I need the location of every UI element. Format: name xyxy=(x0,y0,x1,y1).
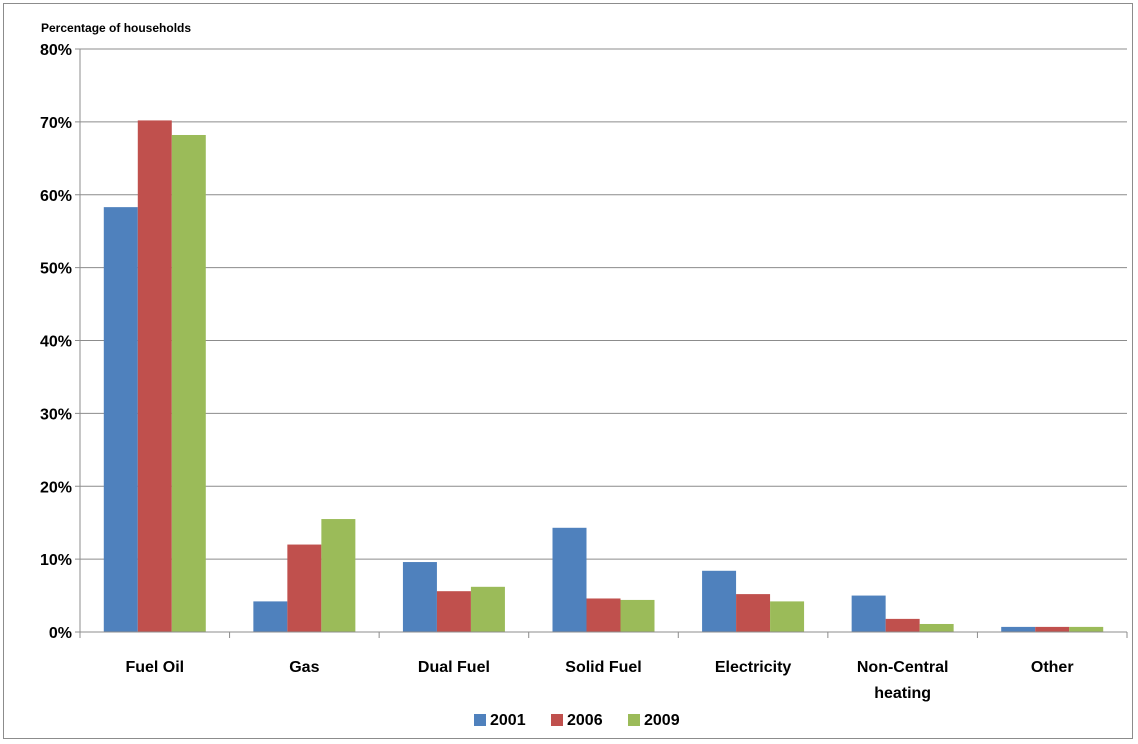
y-tick-label: 50% xyxy=(40,261,72,278)
x-category-label: Fuel Oil xyxy=(125,659,184,676)
x-category-label: Gas xyxy=(289,659,319,676)
x-category-label: Other xyxy=(1031,659,1074,676)
bar xyxy=(552,527,587,632)
bar xyxy=(103,207,138,633)
x-category-label: Electricity xyxy=(715,659,792,676)
bar xyxy=(851,595,886,632)
bars xyxy=(103,120,1104,633)
legend-label: 2001 xyxy=(490,712,526,729)
x-axis-categories: Fuel Oil Gas Dual Fuel Solid Fuel Electricit… xyxy=(125,659,1073,702)
bar xyxy=(620,599,655,632)
bar xyxy=(137,120,172,632)
x-category-label: Solid Fuel xyxy=(565,659,641,676)
legend-swatch xyxy=(551,714,563,726)
bar xyxy=(321,519,356,632)
y-tick-label: 20% xyxy=(40,479,72,496)
legend-label: 2006 xyxy=(567,712,603,729)
x-category-label: heating xyxy=(874,685,931,702)
bar xyxy=(1035,626,1070,632)
y-tick-label: 0% xyxy=(49,625,72,642)
bar xyxy=(770,601,805,632)
legend-swatch xyxy=(474,714,486,726)
bar xyxy=(586,598,621,632)
y-tick-label: 10% xyxy=(40,552,72,569)
bar xyxy=(885,618,920,632)
y-tick-label: 70% xyxy=(40,115,72,132)
bar xyxy=(436,591,471,632)
y-axis-title: Percentage of households xyxy=(41,21,191,35)
bar xyxy=(1069,626,1104,632)
y-tick-label: 60% xyxy=(40,188,72,205)
y-tick-label: 80% xyxy=(40,42,72,59)
bar xyxy=(736,594,771,632)
gridlines xyxy=(80,48,1127,560)
bar xyxy=(919,623,954,632)
bar xyxy=(287,544,322,632)
x-category-label: Dual Fuel xyxy=(418,659,490,676)
bar xyxy=(1001,626,1036,632)
legend-swatch xyxy=(628,714,640,726)
y-axis-ticks: 0% 10% 20% 30% 40% 50% 60% 70% 80% xyxy=(40,42,80,642)
x-category-label: Non-Central xyxy=(857,659,949,676)
bar xyxy=(171,134,206,632)
bar xyxy=(470,586,505,632)
legend-label: 2009 xyxy=(644,712,680,729)
legend: 2001 2006 2009 xyxy=(474,712,680,729)
y-tick-label: 40% xyxy=(40,334,72,351)
bar xyxy=(702,570,737,632)
y-tick-label: 30% xyxy=(40,406,72,423)
bar xyxy=(253,601,288,632)
axes xyxy=(79,49,1128,638)
bar xyxy=(402,562,437,632)
